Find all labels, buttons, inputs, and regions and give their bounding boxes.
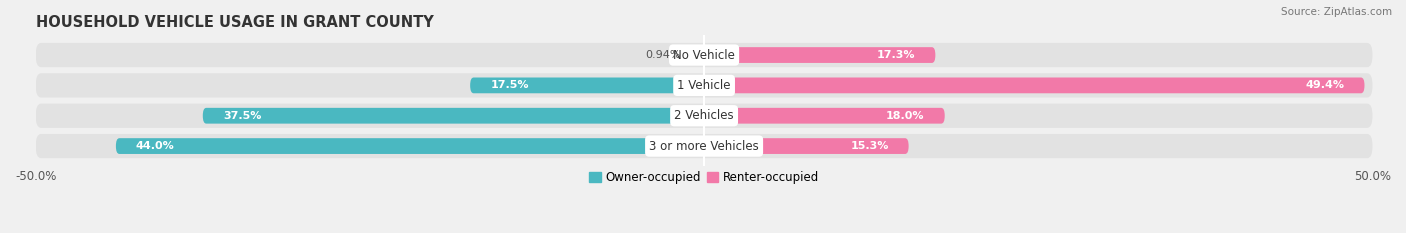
- Text: 17.5%: 17.5%: [491, 80, 529, 90]
- Text: 0.94%: 0.94%: [645, 50, 681, 60]
- FancyBboxPatch shape: [35, 134, 1372, 158]
- FancyBboxPatch shape: [35, 43, 1372, 67]
- Legend: Owner-occupied, Renter-occupied: Owner-occupied, Renter-occupied: [583, 166, 824, 188]
- Text: 2 Vehicles: 2 Vehicles: [675, 109, 734, 122]
- FancyBboxPatch shape: [692, 47, 704, 63]
- FancyBboxPatch shape: [115, 138, 704, 154]
- FancyBboxPatch shape: [202, 108, 704, 124]
- Text: 18.0%: 18.0%: [886, 111, 925, 121]
- FancyBboxPatch shape: [704, 108, 945, 124]
- Text: 1 Vehicle: 1 Vehicle: [678, 79, 731, 92]
- Text: 49.4%: 49.4%: [1305, 80, 1344, 90]
- FancyBboxPatch shape: [470, 78, 704, 93]
- FancyBboxPatch shape: [704, 47, 935, 63]
- Text: No Vehicle: No Vehicle: [673, 48, 735, 62]
- Text: Source: ZipAtlas.com: Source: ZipAtlas.com: [1281, 7, 1392, 17]
- Text: 15.3%: 15.3%: [851, 141, 889, 151]
- Text: 3 or more Vehicles: 3 or more Vehicles: [650, 140, 759, 153]
- Text: 37.5%: 37.5%: [222, 111, 262, 121]
- Text: HOUSEHOLD VEHICLE USAGE IN GRANT COUNTY: HOUSEHOLD VEHICLE USAGE IN GRANT COUNTY: [35, 15, 433, 30]
- FancyBboxPatch shape: [704, 138, 908, 154]
- Text: 17.3%: 17.3%: [877, 50, 915, 60]
- FancyBboxPatch shape: [35, 73, 1372, 98]
- FancyBboxPatch shape: [704, 78, 1364, 93]
- FancyBboxPatch shape: [35, 104, 1372, 128]
- Text: 44.0%: 44.0%: [136, 141, 174, 151]
